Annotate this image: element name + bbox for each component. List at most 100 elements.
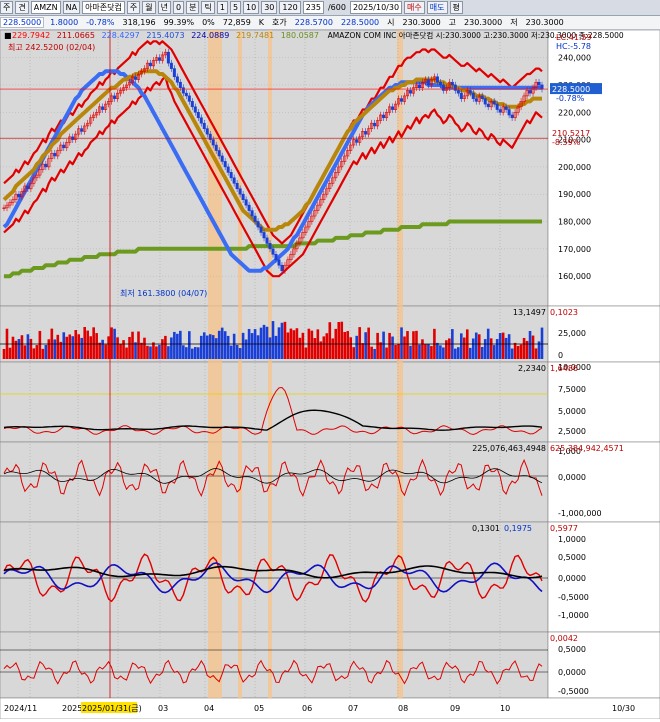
- volume-bar: [448, 338, 451, 359]
- low-pct-label: -8.59%: [552, 138, 581, 147]
- period-year-button[interactable]: 년: [157, 1, 171, 14]
- volume-bar: [161, 339, 164, 359]
- volume-bar: [256, 335, 260, 359]
- stock-name-field[interactable]: 아마존닷컴: [82, 1, 125, 14]
- volume-bar: [406, 331, 409, 359]
- volume-bar: [208, 334, 212, 359]
- volume-bar: [349, 337, 353, 359]
- volume-bar: [504, 337, 508, 359]
- volume-bar: [319, 341, 323, 359]
- price-legend-value: 180.0587: [281, 31, 319, 40]
- chart-area[interactable]: 240,000230,000220,000210,000200,000190,0…: [0, 29, 660, 720]
- volume-bar: [540, 327, 544, 359]
- candle-body: [53, 152, 57, 157]
- stock-chart[interactable]: 240,000230,000220,000210,000200,000190,0…: [0, 29, 660, 720]
- average-button[interactable]: 평: [449, 1, 463, 14]
- candle-body: [340, 161, 344, 168]
- period-minute-button[interactable]: 분: [186, 1, 200, 14]
- candle-body: [199, 117, 203, 124]
- volume-bar: [424, 344, 427, 359]
- x-axis-highlight-box: [81, 702, 137, 713]
- volume-bar: [47, 339, 51, 359]
- candle-body: [160, 54, 164, 61]
- volume-tick-label: 25,000: [558, 329, 586, 338]
- bar-count-input[interactable]: 235: [302, 1, 324, 14]
- osc3-signal-line: [3, 562, 543, 594]
- candle-body: [343, 155, 347, 162]
- volume-bar: [274, 335, 278, 359]
- volume-bar: [250, 333, 254, 359]
- date-input[interactable]: 2025/10/30: [349, 1, 403, 14]
- candle-body: [349, 144, 353, 151]
- volume-bar: [155, 346, 158, 359]
- volume-bar: [71, 336, 75, 359]
- toolbar-item-ju[interactable]: 주: [0, 1, 14, 14]
- interval-30-button[interactable]: 30: [261, 1, 278, 14]
- candle-body: [259, 226, 263, 233]
- candle-body: [271, 248, 275, 255]
- panel-osc3: [0, 521, 549, 633]
- x-axis-label: 10/30: [612, 704, 635, 713]
- volume-bar: [74, 329, 78, 359]
- axis-osc4: [547, 631, 660, 699]
- candle-body: [394, 103, 398, 110]
- volume-bar: [188, 331, 191, 359]
- candle-body: [163, 51, 167, 56]
- candle-body: [534, 81, 538, 88]
- volume-bar: [385, 347, 388, 359]
- max-price-label: 최고 242.5200 (02/04): [8, 42, 95, 52]
- candle-body: [325, 188, 329, 195]
- volume-bar: [214, 338, 218, 359]
- toolbar-item-gyeon[interactable]: 견: [15, 1, 29, 14]
- candle-body: [220, 155, 224, 162]
- volume-bar: [35, 345, 39, 359]
- ticker-input[interactable]: AMZN: [30, 1, 61, 14]
- x-axis-label: 09: [450, 704, 460, 713]
- volume-bar: [53, 339, 57, 359]
- interval-10-button[interactable]: 10: [243, 1, 260, 14]
- candle-body: [77, 128, 81, 135]
- candle-body: [26, 185, 30, 190]
- candle-body: [516, 106, 520, 113]
- candle-body: [310, 215, 314, 222]
- interval-5-button[interactable]: 5: [229, 1, 242, 14]
- candle-body: [247, 204, 251, 211]
- volume-bar: [143, 337, 146, 359]
- volume-bar: [337, 322, 341, 359]
- volume-bar: [205, 335, 209, 359]
- volume-bar: [232, 333, 236, 359]
- period-week-button[interactable]: 주: [126, 1, 141, 14]
- candle-body: [175, 76, 179, 83]
- x-axis-label: 03: [158, 704, 168, 713]
- osc3-tick-label: 1,0000: [558, 535, 586, 544]
- osc1-legend-value: 1,6486: [550, 364, 578, 373]
- volume-bar: [92, 327, 95, 359]
- sell-button[interactable]: 매도: [426, 1, 448, 14]
- volume-bar: [519, 344, 523, 359]
- candle-body: [519, 101, 523, 108]
- volume-bar: [460, 333, 463, 359]
- interval-1-button[interactable]: 1: [216, 1, 228, 14]
- candle-body: [337, 166, 341, 173]
- volume-bar: [29, 338, 33, 359]
- buy-button[interactable]: 매수: [404, 1, 425, 14]
- volume-bar: [98, 342, 101, 359]
- volume-bar: [489, 338, 493, 359]
- candle-body: [116, 92, 120, 99]
- volume-bar: [355, 335, 358, 359]
- current-price-box: [550, 83, 602, 95]
- price-tick-label: 220,000: [558, 108, 591, 117]
- price-legend-value: 228.4297: [102, 31, 140, 40]
- x-axis-label: 2024/11: [4, 704, 37, 713]
- hoga-price-2: 228.5000: [340, 18, 380, 27]
- period-tick-button[interactable]: 틱: [201, 1, 215, 14]
- candle-body: [289, 254, 293, 261]
- volume-bar: [116, 337, 119, 359]
- period-month-button[interactable]: 월: [142, 1, 156, 14]
- interval-120-button[interactable]: 120: [279, 1, 301, 14]
- volume-bar: [340, 321, 344, 359]
- period-zero-button[interactable]: 0: [173, 1, 185, 14]
- osc1-tick-label: 2,5000: [558, 427, 586, 436]
- volume-bar: [265, 326, 269, 359]
- volume-bar: [436, 342, 439, 359]
